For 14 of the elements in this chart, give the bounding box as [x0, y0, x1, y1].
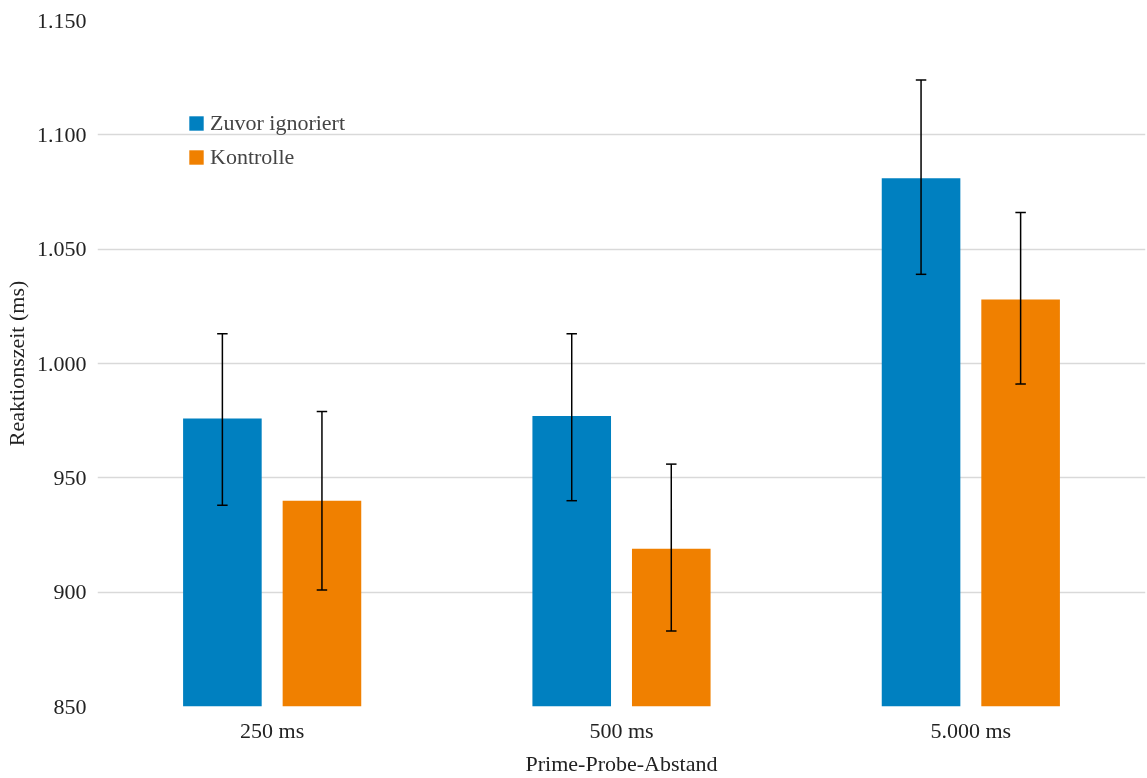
legend-label: Zuvor ignoriert	[210, 110, 346, 136]
y-tick-label: 950	[53, 464, 87, 490]
y-tick-label: 1.050	[37, 236, 87, 262]
x-tick-label: 250 ms	[240, 717, 305, 743]
y-axis-title: Reaktionszeit (ms)	[4, 280, 29, 447]
y-tick-label: 1.150	[37, 7, 87, 33]
y-tick-label: 1.100	[37, 121, 87, 147]
x-tick-label: 5.000 ms	[930, 717, 1012, 743]
y-tick-label: 900	[53, 579, 87, 605]
y-tick-label: 850	[53, 693, 87, 719]
legend-label: Kontrolle	[210, 144, 295, 170]
x-tick-label: 500 ms	[589, 717, 654, 743]
y-tick-label: 1.000	[37, 350, 87, 376]
x-axis-title: Prime-Probe-Abstand	[525, 750, 718, 776]
